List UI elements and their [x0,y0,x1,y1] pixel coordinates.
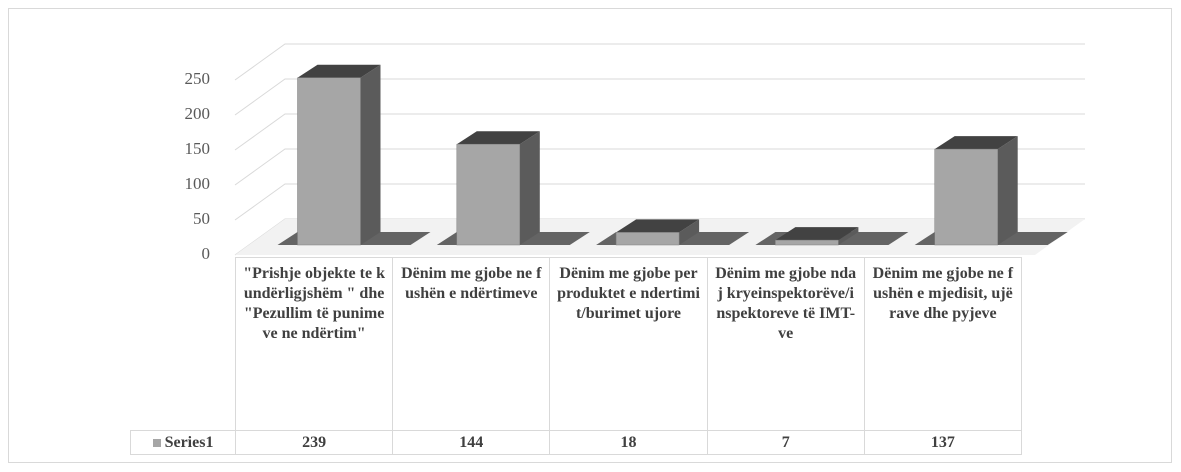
bar-top [934,136,1018,150]
bar-side [997,136,1018,245]
bar-top [456,131,540,145]
legend-label: Series1 [164,433,214,451]
y-tick-label: 50 [193,209,210,228]
bar-side [519,131,540,245]
data-table-value: 239 [235,430,394,455]
y-tick-label: 100 [185,174,211,193]
legend-entry: Series1 [130,430,236,455]
grid-line [234,113,1085,151]
bar-side [838,227,859,245]
y-tick-label: 200 [185,104,211,123]
bar-top [616,219,700,233]
grid-line [234,148,1085,186]
bar-top [297,64,381,78]
data-table-value: 7 [706,430,865,455]
data-table-value: 144 [392,430,551,455]
bar [615,232,680,246]
category-label: Dënim me gjobe ndaj kryeinspektorëve/ins… [706,257,865,431]
bar [775,239,839,246]
y-tick-label: 250 [185,69,211,88]
bar [297,77,361,246]
bar [934,148,998,246]
grid-line [234,43,1085,81]
data-table-value: 18 [549,430,708,455]
y-tick-label: 150 [185,139,211,158]
grid-line [234,78,1085,116]
grid-line [234,183,1085,221]
category-label: "Prishje objekte te kundërligjshëm " dhe… [235,257,394,431]
category-label: Dënim me gjobe ne fushën e ndërtimeve [392,257,551,431]
bar [456,143,521,246]
bar-top [775,227,859,241]
legend-swatch [152,438,161,447]
y-tick-label: 0 [202,244,211,263]
data-table-value: 137 [863,430,1022,455]
bar-side [360,64,381,245]
chart-frame [8,8,1172,463]
category-label: Dënim me gjobe per produktet e ndertimit… [549,257,708,431]
category-label: Dënim me gjobe ne fushën e mjedisit, ujë… [863,257,1022,431]
bar-side [679,219,700,245]
